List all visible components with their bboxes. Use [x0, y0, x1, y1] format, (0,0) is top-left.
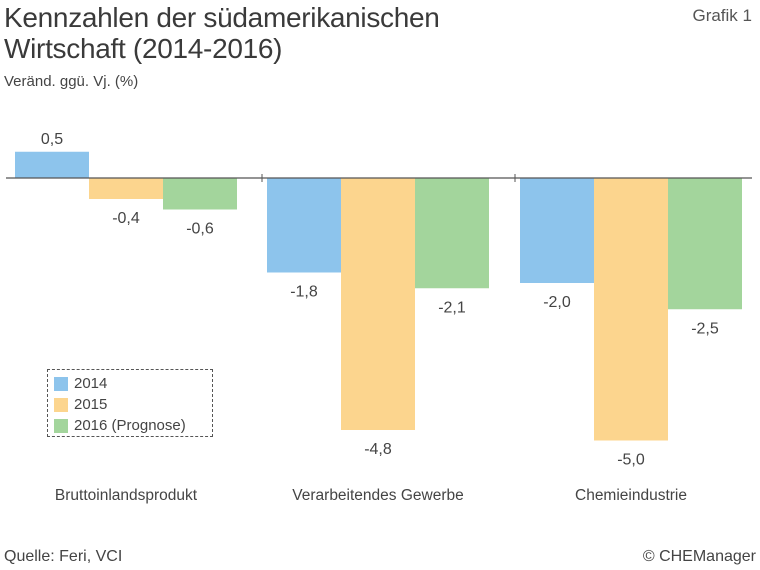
legend-swatch-2016	[54, 418, 68, 433]
legend: 2014 2015 2016 (Prognose)	[47, 369, 213, 437]
source-note: Quelle: Feri, VCI	[4, 548, 123, 565]
bar-2014-2	[267, 178, 341, 273]
data-label: -4,8	[364, 441, 392, 458]
legend-swatch-2014	[54, 376, 68, 391]
legend-item-2014: 2014	[54, 373, 212, 394]
bar-2016-2	[415, 178, 489, 289]
legend-label-2014: 2014	[74, 375, 108, 392]
bar-2014-3	[520, 178, 594, 283]
figure-label: Grafik 1	[692, 6, 752, 25]
data-label: -0,4	[112, 210, 140, 227]
bar-2016-3	[668, 178, 742, 310]
data-label: -2,1	[438, 299, 466, 316]
bar-2016-1	[163, 178, 237, 210]
bar-2015-1	[89, 178, 163, 199]
title-line-2: Wirtschaft (2014-2016)	[4, 33, 283, 64]
category-label: Bruttoinlandsprodukt	[55, 487, 198, 504]
chart-title: Kennzahlen der südamerikanischen Wirtsch…	[4, 2, 440, 64]
bar-2014-1	[15, 151, 89, 178]
data-label: -1,8	[290, 284, 318, 301]
legend-item-2015: 2015	[54, 394, 212, 415]
legend-item-2016: 2016 (Prognose)	[54, 415, 212, 436]
legend-label-2015: 2015	[74, 396, 108, 413]
bar-chart: 0,5 -1,8 -2,0 -0,4 -4,8 -5,0 -0,6 -2,1 -2,5 Brutt…	[6, 131, 752, 504]
category-label: Verarbeitendes Gewerbe	[292, 487, 463, 504]
category-label: Chemieindustrie	[575, 487, 687, 504]
copyright-note: © CHEManager	[642, 548, 756, 565]
chart-subtitle: Veränd. ggü. Vj. (%)	[4, 73, 139, 90]
legend-swatch-2015	[54, 397, 68, 412]
data-label: -2,0	[543, 294, 571, 311]
data-label: -5,0	[617, 452, 645, 469]
data-label: -0,6	[186, 221, 214, 238]
title-line-1: Kennzahlen der südamerikanischen	[4, 2, 440, 33]
data-label: -2,5	[691, 320, 719, 337]
bar-2015-3	[594, 178, 668, 441]
legend-label-2016: 2016 (Prognose)	[74, 417, 186, 434]
bar-2015-2	[341, 178, 415, 430]
data-label: 0,5	[41, 131, 63, 148]
